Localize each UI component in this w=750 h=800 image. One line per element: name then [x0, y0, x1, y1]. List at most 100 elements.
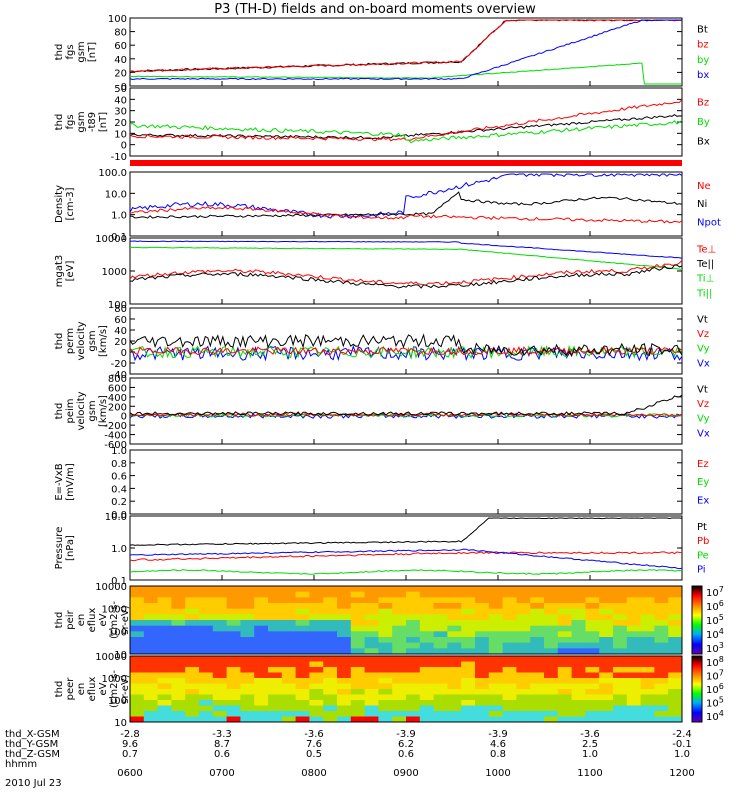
- y-tick-label: 0.0: [111, 510, 127, 521]
- heatmap-cell: [640, 689, 655, 695]
- heatmap-cell: [502, 667, 517, 673]
- heatmap-cell: [488, 631, 504, 638]
- legend-entry: Vx: [697, 358, 710, 369]
- heatmap-cell: [226, 642, 241, 649]
- heatmap-cell: [654, 694, 669, 701]
- heatmap-cell: [185, 711, 200, 717]
- y-tick-label: 800: [108, 374, 127, 385]
- heatmap-cell: [240, 631, 255, 638]
- series-line-Vz: [129, 344, 683, 360]
- heatmap-cell: [157, 716, 172, 723]
- heatmap-cell: [171, 700, 186, 706]
- heatmap-cell: [226, 705, 241, 712]
- y-tick-label: 0: [121, 82, 127, 93]
- heatmap-cell: [585, 625, 600, 632]
- heatmap-cell: [585, 700, 600, 706]
- heatmap-cell: [392, 614, 407, 621]
- y-axis-label: (cm2-s-: [109, 601, 120, 639]
- heatmap-cell: [613, 656, 628, 662]
- heatmap-cell: [530, 700, 545, 706]
- heatmap-cell: [199, 656, 214, 662]
- heatmap-cell: [254, 705, 269, 712]
- x-axis-value: 0.6: [214, 749, 230, 760]
- heatmap-cell: [502, 716, 517, 723]
- heatmap-cell: [419, 642, 435, 649]
- heatmap-cell: [419, 683, 435, 690]
- heatmap-cell: [212, 586, 228, 593]
- heatmap-cell: [392, 586, 407, 593]
- heatmap-cell: [323, 716, 338, 723]
- panel-frame: [129, 171, 683, 237]
- heatmap-cell: [226, 620, 241, 627]
- heatmap-cell: [254, 672, 269, 679]
- heatmap-cell: [212, 637, 228, 644]
- heatmap-cell: [143, 678, 159, 684]
- panel-frame: [129, 449, 683, 515]
- y-axis-label: eflux: [87, 677, 98, 702]
- heatmap-cell: [433, 689, 448, 695]
- x-axis-row-label: thd_Y-GSM: [5, 739, 58, 750]
- heatmap-cell: [640, 705, 655, 712]
- heatmap-cell: [185, 700, 200, 706]
- heatmap-cell: [488, 716, 504, 723]
- y-axis-label: gsm: [87, 330, 98, 351]
- heatmap-cell: [254, 603, 269, 610]
- heatmap-cell: [433, 642, 448, 649]
- heatmap-cell: [378, 705, 393, 712]
- heatmap-cell: [626, 597, 642, 604]
- panel-frame: [129, 377, 683, 445]
- heatmap-cell: [557, 603, 573, 610]
- heatmap-cell: [171, 711, 186, 717]
- heatmap-cell: [378, 620, 393, 627]
- y-axis-label: en: [76, 614, 87, 627]
- y-tick-label: 1000: [102, 605, 127, 616]
- x-tick-label: 0600: [117, 768, 142, 779]
- heatmap-cell: [268, 694, 283, 701]
- heatmap-cell: [599, 608, 614, 615]
- heatmap-cell: [530, 591, 545, 598]
- heatmap-cell: [295, 642, 310, 649]
- heatmap-cell: [254, 667, 269, 673]
- heatmap-cell: [378, 631, 393, 638]
- heatmap-cell: [668, 705, 683, 712]
- heatmap-cell: [268, 716, 283, 723]
- heatmap-cell: [337, 614, 352, 621]
- heatmap-cell: [433, 591, 448, 598]
- heatmap-cell: [378, 642, 393, 649]
- heatmap-cell: [323, 642, 338, 649]
- heatmap-cell: [433, 656, 448, 662]
- heatmap-cell: [461, 700, 476, 706]
- heatmap-cell: [199, 631, 214, 638]
- heatmap-cell: [502, 672, 517, 679]
- heatmap-cell: [530, 711, 545, 717]
- heatmap-cell: [626, 694, 642, 701]
- heatmap-cell: [212, 625, 228, 632]
- series-line-Te⊥: [129, 240, 683, 259]
- heatmap-cell: [392, 597, 407, 604]
- heatmap-cell: [309, 620, 324, 627]
- heatmap-cell: [640, 672, 655, 679]
- y-axis-label: [nT]: [87, 42, 98, 62]
- heatmap-cell: [475, 661, 490, 668]
- heatmap-cell: [668, 700, 683, 706]
- heatmap-cell: [626, 678, 642, 684]
- heatmap-cell: [475, 608, 490, 615]
- heatmap-cell: [557, 631, 573, 638]
- heatmap-cell: [212, 694, 228, 701]
- heatmap-cell: [199, 591, 214, 598]
- heatmap-cell: [364, 614, 379, 621]
- heatmap-cell: [530, 689, 545, 695]
- heatmap-cell: [502, 661, 517, 668]
- red-bar: [130, 160, 682, 166]
- heatmap-cell: [212, 661, 228, 668]
- heatmap-cell: [185, 608, 200, 615]
- heatmap-cell: [295, 648, 310, 655]
- heatmap-cell: [254, 683, 269, 690]
- heatmap-cell: [199, 711, 214, 717]
- series-line-Ti⊥: [129, 260, 683, 286]
- heatmap-cell: [281, 689, 297, 695]
- heatmap-cell: [447, 689, 462, 695]
- heatmap-cell: [281, 614, 297, 621]
- heatmap-cell: [364, 716, 379, 723]
- heatmap-cell: [199, 661, 214, 668]
